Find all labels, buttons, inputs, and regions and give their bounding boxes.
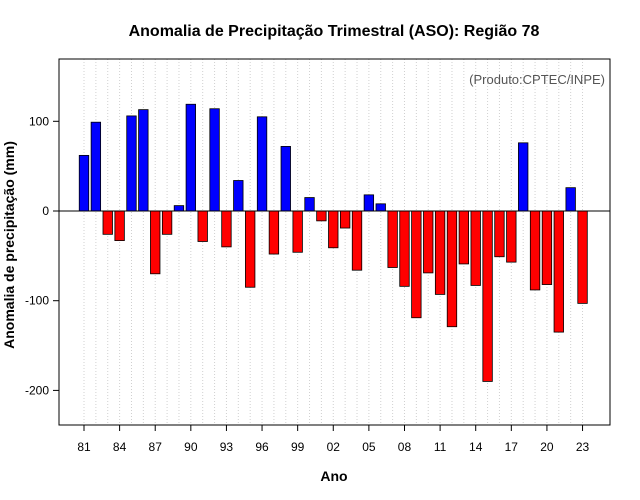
bar-2014 (470, 210, 481, 286)
bar-2017 (506, 210, 517, 263)
bar-1994 (233, 180, 244, 212)
x-tick-label: 20 (540, 440, 554, 454)
bar-2021 (553, 210, 564, 333)
bar-1993 (221, 210, 232, 248)
y-tick-label: -200 (25, 383, 49, 397)
bar-2002 (328, 210, 339, 249)
x-tick-label: 84 (113, 440, 127, 454)
bar-2010 (423, 210, 434, 274)
bar-1984 (114, 210, 125, 242)
bar-2022 (565, 187, 576, 212)
bar-1982 (90, 121, 102, 212)
bar-1990 (185, 103, 196, 212)
bar-1995 (245, 210, 256, 288)
bar-1988 (161, 210, 173, 235)
bar-2008 (399, 210, 410, 287)
bar-2018 (518, 142, 529, 212)
bar-1999 (292, 210, 303, 253)
y-tick-label: 100 (29, 114, 49, 128)
x-axis: 81 84 87 90 93 96 99 02 05 08 11 14 17 20 23 (77, 425, 590, 454)
bar-2013 (458, 210, 469, 265)
bar-2001 (316, 210, 327, 222)
bar-2009 (411, 210, 422, 319)
bar-1981 (78, 154, 90, 212)
product-credit: (Produto:CPTEC/INPE) (469, 72, 605, 87)
bar-2012 (446, 210, 458, 328)
x-tick-label: 23 (576, 440, 590, 454)
bar-2015 (482, 210, 493, 382)
x-tick-label: 02 (327, 440, 341, 454)
bar-1997 (268, 210, 280, 255)
x-tick-label: 81 (77, 440, 91, 454)
y-axis: -200 -100 0 100 (25, 114, 59, 397)
bar-series (78, 103, 588, 382)
bar-2011 (434, 210, 446, 295)
x-tick-label: 93 (220, 440, 234, 454)
y-tick-label: 0 (42, 204, 49, 218)
y-tick-label: -100 (25, 294, 49, 308)
x-tick-label: 14 (469, 440, 483, 454)
bar-1991 (197, 210, 208, 242)
bar-2019 (529, 210, 541, 291)
x-axis-label: Ano (320, 468, 347, 484)
x-tick-label: 87 (149, 440, 163, 454)
bar-2006 (375, 203, 386, 212)
bar-2023 (577, 210, 588, 304)
x-tick-label: 11 (434, 440, 447, 454)
bar-2016 (494, 210, 505, 258)
bar-2004 (351, 210, 363, 271)
x-tick-label: 08 (398, 440, 412, 454)
bar-1986 (138, 109, 149, 212)
x-tick-label: 05 (362, 440, 376, 454)
bar-1998 (280, 146, 291, 212)
bar-2005 (363, 194, 375, 212)
x-tick-label: 17 (505, 440, 519, 454)
x-tick-label: 96 (255, 440, 269, 454)
bar-1996 (256, 116, 268, 212)
bar-1983 (102, 210, 113, 235)
y-axis-label: Anomalia de precipitação (mm) (1, 141, 17, 349)
chart-title: Anomalia de Precipitação Trimestral (ASO… (129, 23, 540, 40)
bar-1989 (173, 205, 185, 212)
bar-2007 (387, 210, 398, 268)
bar-2003 (339, 210, 351, 229)
bar-2000 (304, 197, 315, 212)
bar-2020 (541, 210, 553, 285)
bar-1985 (126, 115, 137, 212)
x-tick-label: 90 (184, 440, 198, 454)
plot-frame (58, 58, 611, 426)
bar-1992 (209, 108, 220, 212)
x-tick-label: 99 (291, 440, 305, 454)
bar-1987 (150, 210, 161, 275)
